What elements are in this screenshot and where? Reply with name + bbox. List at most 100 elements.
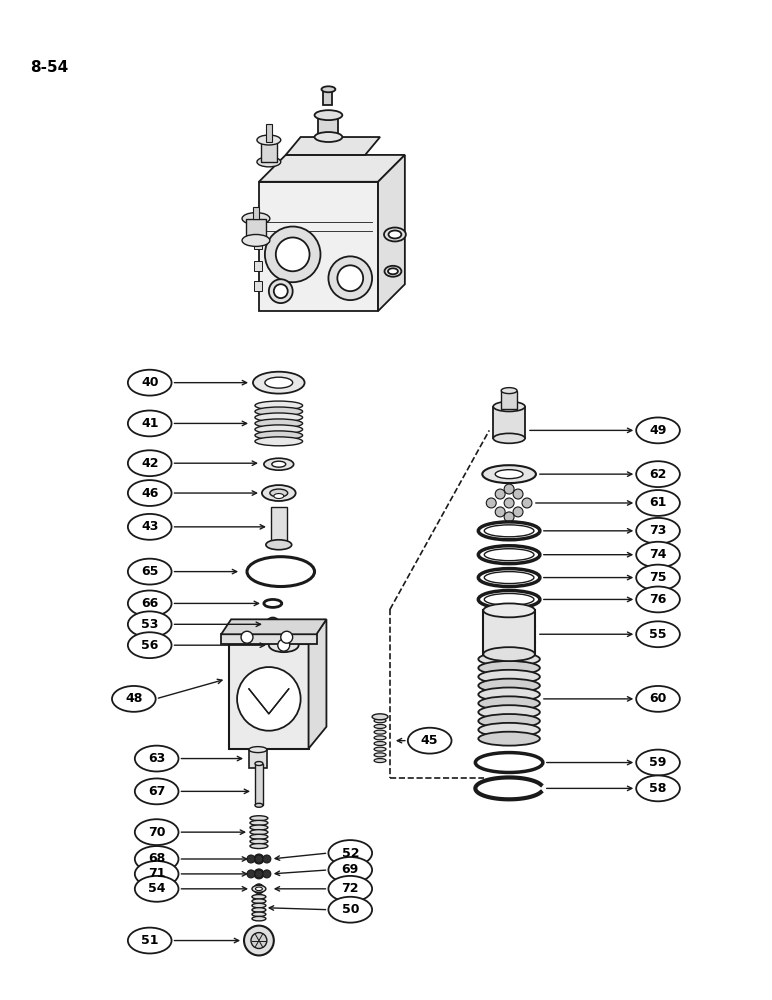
Ellipse shape bbox=[374, 759, 386, 763]
Text: 41: 41 bbox=[141, 417, 158, 430]
Ellipse shape bbox=[250, 816, 268, 821]
Ellipse shape bbox=[135, 819, 178, 845]
Circle shape bbox=[281, 631, 293, 643]
Ellipse shape bbox=[493, 402, 525, 411]
Circle shape bbox=[274, 284, 288, 298]
Text: 45: 45 bbox=[421, 734, 438, 747]
Circle shape bbox=[241, 631, 253, 643]
Text: 43: 43 bbox=[141, 520, 158, 533]
Ellipse shape bbox=[374, 753, 386, 757]
Bar bbox=[501, 391, 517, 409]
Text: 51: 51 bbox=[141, 934, 158, 947]
Text: 46: 46 bbox=[141, 487, 158, 500]
Ellipse shape bbox=[128, 928, 171, 953]
Circle shape bbox=[337, 265, 363, 291]
Text: 65: 65 bbox=[141, 565, 158, 578]
Ellipse shape bbox=[636, 490, 680, 516]
Ellipse shape bbox=[479, 696, 540, 710]
Circle shape bbox=[513, 507, 523, 517]
Text: 76: 76 bbox=[649, 593, 667, 606]
Bar bbox=[271, 507, 286, 545]
Ellipse shape bbox=[328, 897, 372, 923]
Circle shape bbox=[504, 484, 514, 494]
Text: 53: 53 bbox=[141, 618, 158, 631]
Text: 40: 40 bbox=[141, 376, 158, 389]
Ellipse shape bbox=[255, 762, 263, 766]
Bar bbox=[249, 750, 267, 768]
Text: 42: 42 bbox=[141, 457, 158, 470]
Bar bbox=[261, 140, 277, 162]
Circle shape bbox=[513, 489, 523, 499]
Polygon shape bbox=[222, 634, 317, 644]
Polygon shape bbox=[378, 155, 405, 311]
Ellipse shape bbox=[255, 413, 303, 422]
Ellipse shape bbox=[250, 820, 268, 825]
Circle shape bbox=[255, 855, 263, 863]
Ellipse shape bbox=[374, 736, 386, 740]
Polygon shape bbox=[259, 155, 405, 182]
Text: 48: 48 bbox=[125, 692, 143, 705]
Circle shape bbox=[495, 507, 505, 517]
Ellipse shape bbox=[128, 632, 171, 658]
Ellipse shape bbox=[135, 846, 178, 872]
Circle shape bbox=[244, 926, 274, 955]
Ellipse shape bbox=[242, 234, 270, 246]
Text: 49: 49 bbox=[649, 424, 667, 437]
Ellipse shape bbox=[128, 450, 171, 476]
Circle shape bbox=[522, 498, 532, 508]
Ellipse shape bbox=[321, 86, 335, 92]
Text: 74: 74 bbox=[649, 548, 667, 561]
Circle shape bbox=[495, 489, 505, 499]
Text: 62: 62 bbox=[649, 468, 667, 481]
Circle shape bbox=[504, 512, 514, 522]
Ellipse shape bbox=[252, 908, 266, 912]
Circle shape bbox=[237, 667, 300, 731]
Circle shape bbox=[263, 870, 271, 878]
Text: 69: 69 bbox=[342, 863, 359, 876]
Text: 60: 60 bbox=[649, 692, 667, 705]
Ellipse shape bbox=[256, 887, 262, 891]
Polygon shape bbox=[319, 115, 338, 137]
Polygon shape bbox=[259, 182, 378, 311]
Ellipse shape bbox=[479, 723, 540, 737]
Ellipse shape bbox=[374, 747, 386, 751]
Ellipse shape bbox=[479, 732, 540, 746]
Ellipse shape bbox=[253, 372, 305, 394]
Ellipse shape bbox=[372, 714, 388, 720]
Ellipse shape bbox=[636, 565, 680, 590]
Text: 50: 50 bbox=[341, 903, 359, 916]
Ellipse shape bbox=[128, 590, 171, 616]
Text: 66: 66 bbox=[141, 597, 158, 610]
Text: 54: 54 bbox=[148, 882, 165, 895]
Ellipse shape bbox=[255, 401, 303, 410]
Circle shape bbox=[278, 639, 290, 651]
Ellipse shape bbox=[408, 728, 452, 754]
Circle shape bbox=[247, 870, 255, 878]
Bar bbox=[254, 261, 262, 271]
Ellipse shape bbox=[374, 724, 386, 728]
Ellipse shape bbox=[255, 425, 303, 434]
Circle shape bbox=[328, 256, 372, 300]
Ellipse shape bbox=[250, 825, 268, 830]
Ellipse shape bbox=[374, 719, 386, 723]
Ellipse shape bbox=[266, 540, 292, 550]
Bar bbox=[253, 207, 259, 219]
Ellipse shape bbox=[636, 542, 680, 568]
Text: 8-54: 8-54 bbox=[31, 60, 69, 75]
Ellipse shape bbox=[479, 670, 540, 684]
Text: 58: 58 bbox=[649, 782, 667, 795]
Polygon shape bbox=[286, 137, 380, 155]
Text: 71: 71 bbox=[148, 867, 165, 880]
Ellipse shape bbox=[272, 461, 286, 467]
Circle shape bbox=[269, 279, 293, 303]
Ellipse shape bbox=[128, 611, 171, 637]
Circle shape bbox=[504, 498, 514, 508]
Ellipse shape bbox=[479, 705, 540, 719]
Circle shape bbox=[254, 884, 264, 894]
Ellipse shape bbox=[128, 559, 171, 585]
Ellipse shape bbox=[269, 638, 299, 652]
Polygon shape bbox=[309, 619, 327, 749]
Ellipse shape bbox=[265, 377, 293, 388]
Circle shape bbox=[265, 227, 320, 282]
Ellipse shape bbox=[384, 228, 406, 241]
